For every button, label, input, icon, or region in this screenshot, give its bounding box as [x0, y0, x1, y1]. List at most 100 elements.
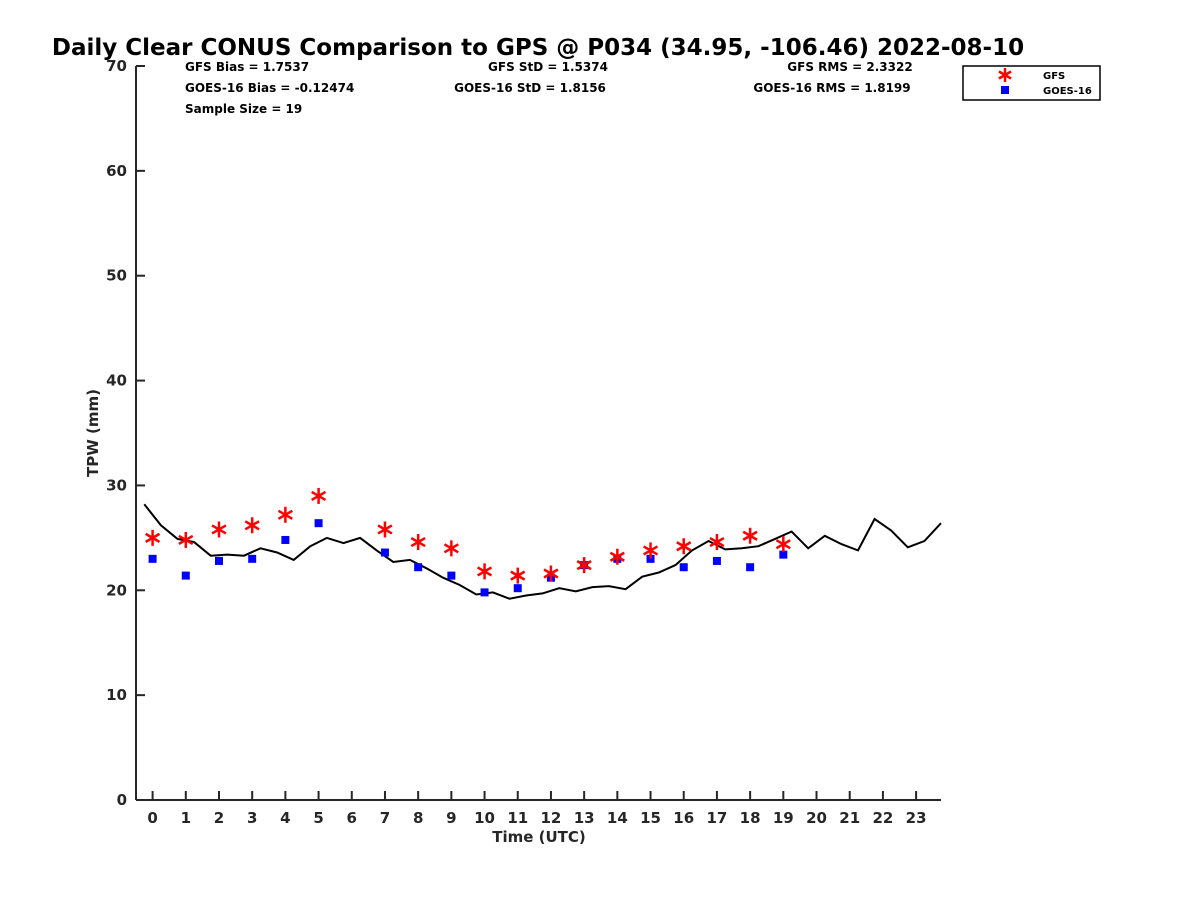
- gfs-point: [709, 534, 725, 551]
- x-tick-label: 7: [380, 809, 390, 827]
- y-tick-label: 10: [106, 686, 127, 704]
- asterisk-stroke: [676, 541, 692, 552]
- gfs-point: [178, 531, 194, 548]
- goes16-point: [646, 554, 655, 563]
- stat-annotation: GFS Bias = 1.7537: [185, 60, 309, 74]
- asterisk-stroke: [311, 490, 327, 501]
- y-tick-label: 50: [106, 267, 127, 285]
- gfs-point: [377, 521, 393, 538]
- asterisk-stroke: [775, 539, 791, 550]
- stat-annotation: GOES-16 StD = 1.8156: [454, 81, 606, 95]
- asterisk-stroke: [510, 570, 526, 581]
- y-tick-label: 70: [106, 57, 127, 75]
- goes16-point: [447, 571, 456, 580]
- gfs-point: [211, 521, 227, 538]
- gfs-point: [543, 565, 559, 582]
- x-tick-label: 1: [181, 809, 191, 827]
- x-axis-label: Time (UTC): [492, 828, 586, 846]
- goes16-point: [314, 519, 323, 528]
- gfs-point: [277, 506, 293, 523]
- gfs-point: [742, 527, 758, 544]
- asterisk-stroke: [543, 568, 559, 579]
- asterisk-stroke: [642, 545, 659, 556]
- asterisk-stroke: [244, 520, 260, 531]
- asterisk-stroke: [443, 543, 459, 554]
- y-axis-label: TPW (mm): [84, 389, 102, 477]
- gfs-point: [244, 517, 260, 534]
- x-tick-label: 5: [313, 809, 323, 827]
- asterisk-stroke: [277, 509, 293, 520]
- goes16-point: [513, 584, 522, 593]
- legend-gfs-marker: [998, 68, 1012, 82]
- gfs-point: [642, 542, 659, 559]
- asterisk-stroke: [477, 566, 493, 577]
- asterisk-stroke: [377, 524, 393, 535]
- goes16-point: [281, 535, 290, 544]
- x-tick-label: 17: [706, 809, 727, 827]
- y-tick-label: 30: [106, 476, 127, 494]
- gfs-point: [145, 529, 161, 546]
- x-tick-label: 10: [474, 809, 495, 827]
- plot-area: [143, 487, 942, 600]
- asterisk-stroke: [178, 534, 194, 546]
- x-tick-label: 22: [872, 809, 893, 827]
- chart-title: Daily Clear CONUS Comparison to GPS @ P0…: [52, 35, 1024, 61]
- x-tick-label: 23: [906, 809, 927, 827]
- y-tick-label: 60: [106, 162, 127, 180]
- goes16-point: [248, 554, 257, 563]
- x-tick-label: 15: [640, 809, 661, 827]
- asterisk-stroke: [410, 536, 426, 548]
- goes16-point: [779, 550, 788, 559]
- x-tick-label: 19: [773, 809, 794, 827]
- x-tick-label: 21: [839, 809, 860, 827]
- x-tick-label: 4: [280, 809, 290, 827]
- legend-goes-label: GOES-16: [1043, 86, 1092, 97]
- y-tick-label: 20: [106, 581, 127, 599]
- y-tick-label: 40: [106, 372, 127, 390]
- legend: GFS GOES-16: [962, 65, 1101, 101]
- legend-goes-marker: [1001, 86, 1009, 94]
- goes16-point: [181, 571, 190, 580]
- stat-annotation: GOES-16 RMS = 1.8199: [753, 81, 910, 95]
- x-tick-label: 16: [673, 809, 694, 827]
- stat-annotation: Sample Size = 19: [185, 102, 302, 116]
- asterisk-stroke: [145, 532, 161, 543]
- stats-annotations: GFS Bias = 1.7537 GOES-16 Bias = -0.12474…: [185, 60, 913, 116]
- gfs-point: [510, 567, 526, 584]
- x-tick-label: 9: [446, 809, 456, 827]
- goes16-point: [148, 554, 157, 563]
- x-tick-label: 18: [740, 809, 761, 827]
- goes16-point: [380, 548, 389, 557]
- x-tick-label: 3: [247, 809, 257, 827]
- legend-box: [962, 65, 1101, 101]
- x-tick-label: 11: [507, 809, 528, 827]
- gfs-point: [311, 487, 327, 504]
- goes16-point: [712, 556, 721, 565]
- y-tick-label: 0: [117, 791, 127, 809]
- legend-gfs-label: GFS: [1043, 71, 1065, 82]
- gfs-point: [410, 534, 426, 551]
- asterisk-stroke: [709, 536, 725, 548]
- gfs-point: [477, 563, 493, 580]
- x-tick-label: 2: [214, 809, 224, 827]
- goes16-point: [214, 556, 223, 565]
- gfs-point: [676, 538, 692, 555]
- goes16-point: [414, 563, 423, 572]
- stat-annotation: GFS RMS = 2.3322: [787, 60, 912, 74]
- gfs-point: [775, 536, 791, 553]
- asterisk-stroke: [998, 70, 1012, 80]
- x-tick-label: 12: [541, 809, 562, 827]
- asterisk-stroke: [211, 524, 227, 535]
- gfs-point: [576, 557, 592, 574]
- gfs-point: [609, 548, 625, 565]
- gfs-point: [443, 540, 459, 557]
- x-tick-label: 14: [607, 809, 628, 827]
- x-tick-label: 6: [347, 809, 357, 827]
- x-tick-label: 0: [147, 809, 157, 827]
- goes16-point: [480, 588, 489, 597]
- stat-annotation: GFS StD = 1.5374: [488, 60, 608, 74]
- asterisk-stroke: [576, 560, 592, 571]
